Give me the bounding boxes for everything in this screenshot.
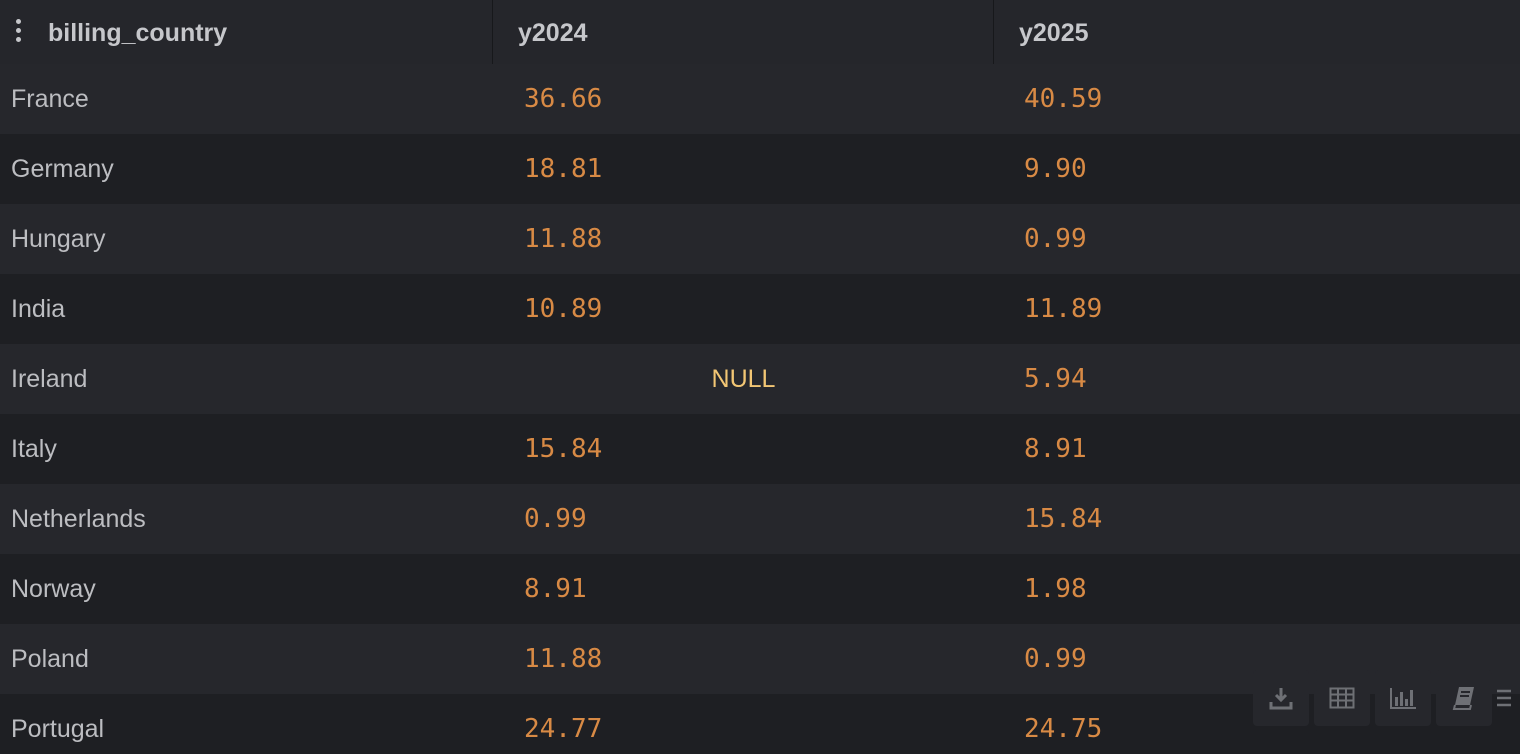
table-row[interactable]: Italy 15.84 8.91 [0, 414, 1520, 484]
notebook-icon [1452, 687, 1474, 710]
cell-billing-country[interactable]: Portugal [11, 714, 105, 743]
column-header-y2024[interactable]: y2024 [493, 0, 994, 64]
table-view-button[interactable] [1314, 670, 1370, 726]
grid-header: billing_country y2024 y2025 [0, 0, 1520, 64]
notebook-button[interactable] [1436, 670, 1492, 726]
table-row[interactable]: Germany 18.81 9.90 [0, 134, 1520, 204]
cell-y2024[interactable]: 10.89 [524, 294, 603, 324]
cell-y2025[interactable]: 15.84 [1024, 504, 1103, 534]
download-button[interactable] [1253, 670, 1309, 726]
cell-billing-country[interactable]: Ireland [11, 364, 88, 393]
cell-y2024[interactable]: 18.81 [524, 154, 603, 184]
cell-y2024[interactable]: 11.88 [524, 644, 603, 674]
cell-billing-country[interactable]: Netherlands [11, 504, 146, 533]
cell-billing-country[interactable]: India [11, 294, 66, 323]
cell-y2025[interactable]: 0.99 [1024, 224, 1087, 254]
column-header-label: y2025 [1019, 18, 1089, 47]
table-row[interactable]: Hungary 11.88 0.99 [0, 204, 1520, 274]
more-menu-button[interactable] [1497, 670, 1511, 726]
chart-view-button[interactable] [1375, 670, 1431, 726]
column-header-y2025[interactable]: y2025 [994, 0, 1520, 64]
cell-y2025[interactable]: 9.90 [1024, 154, 1087, 184]
cell-y2024[interactable]: 24.77 [524, 714, 603, 744]
cell-y2024[interactable]: 11.88 [524, 224, 603, 254]
cell-billing-country[interactable]: Hungary [11, 224, 106, 253]
cell-y2024[interactable]: 36.66 [524, 84, 603, 114]
table-row[interactable]: Ireland NULL 5.94 [0, 344, 1520, 414]
column-header-label: billing_country [48, 18, 228, 47]
table-row[interactable]: France 36.66 40.59 [0, 64, 1520, 134]
table-row[interactable]: Netherlands 0.99 15.84 [0, 484, 1520, 554]
table-row[interactable]: Norway 8.91 1.98 [0, 554, 1520, 624]
cell-y2025[interactable]: 40.59 [1024, 84, 1103, 114]
cell-y2024[interactable]: NULL [711, 364, 776, 393]
cell-billing-country[interactable]: France [11, 84, 89, 113]
column-header-billing-country[interactable]: billing_country [0, 0, 493, 64]
cell-y2024[interactable]: 8.91 [524, 574, 587, 604]
result-toolbar [1253, 670, 1516, 726]
cell-y2025[interactable]: 5.94 [1024, 364, 1087, 394]
bar-chart-icon [1390, 688, 1416, 709]
cell-y2025[interactable]: 8.91 [1024, 434, 1087, 464]
cell-billing-country[interactable]: Germany [11, 154, 114, 183]
cell-y2025[interactable]: 24.75 [1024, 714, 1103, 744]
cell-billing-country[interactable]: Norway [11, 574, 96, 603]
cell-billing-country[interactable]: Italy [11, 434, 57, 463]
cell-y2025[interactable]: 11.89 [1024, 294, 1103, 324]
table-row[interactable]: Poland 11.88 0.99 [0, 624, 1520, 694]
table-icon [1329, 687, 1355, 709]
grid-body: France 36.66 40.59 Germany 18.81 9.90 Hungary 1… [0, 64, 1520, 754]
column-menu-icon[interactable] [13, 18, 23, 44]
cell-y2025[interactable]: 1.98 [1024, 574, 1087, 604]
download-icon [1269, 688, 1293, 710]
menu-icon [1497, 689, 1511, 707]
cell-y2024[interactable]: 15.84 [524, 434, 603, 464]
cell-billing-country[interactable]: Poland [11, 644, 89, 673]
cell-y2025[interactable]: 0.99 [1024, 644, 1087, 674]
column-header-label: y2024 [518, 18, 588, 47]
table-row[interactable]: India 10.89 11.89 [0, 274, 1520, 344]
cell-y2024[interactable]: 0.99 [524, 504, 587, 534]
